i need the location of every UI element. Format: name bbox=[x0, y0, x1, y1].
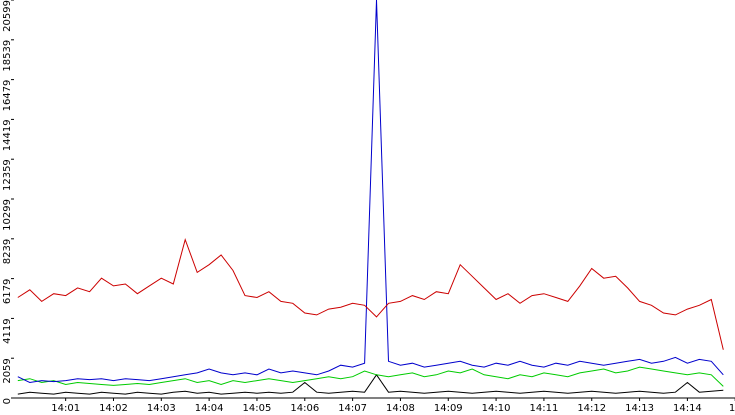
series-line bbox=[17, 373, 724, 395]
y-tick-label: 14419 bbox=[2, 119, 13, 151]
y-tick-label: 0 bbox=[2, 398, 13, 404]
x-tick-label: 14:06 bbox=[290, 403, 319, 414]
series-line bbox=[17, 237, 724, 350]
y-tick-label: 10299 bbox=[2, 199, 13, 231]
x-tick-label: 14:08 bbox=[386, 403, 415, 414]
x-tick-label: 14:12 bbox=[577, 403, 606, 414]
y-tick-label: 18539 bbox=[2, 40, 13, 72]
series-line bbox=[17, 0, 724, 384]
x-tick-label: 14:07 bbox=[338, 403, 367, 414]
x-tick-label: 14:10 bbox=[482, 403, 511, 414]
x-tick-label: 14:09 bbox=[434, 403, 463, 414]
y-tick-label: 20599 bbox=[2, 0, 13, 32]
x-tick-label: 14:13 bbox=[625, 403, 654, 414]
x-tick-label: 14:05 bbox=[243, 403, 272, 414]
y-tick-label: 12359 bbox=[2, 159, 13, 191]
series-line bbox=[17, 366, 724, 387]
x-tick-label: 14:03 bbox=[147, 403, 176, 414]
y-tick-label: 6179 bbox=[2, 279, 13, 304]
x-tick-label: 14:01 bbox=[51, 403, 80, 414]
x-tick-label: 14:02 bbox=[99, 403, 128, 414]
x-tick-label: 14:11 bbox=[529, 403, 558, 414]
x-tick-label: 14:04 bbox=[195, 403, 224, 414]
y-tick-label: 16479 bbox=[2, 80, 13, 112]
y-tick-label: 2059 bbox=[2, 358, 13, 383]
y-tick-label: 4119 bbox=[2, 318, 13, 343]
x-tick-label: 14:14 bbox=[673, 403, 702, 414]
x-tick-label: 14 bbox=[729, 403, 735, 414]
y-tick-label: 8239 bbox=[2, 239, 13, 264]
